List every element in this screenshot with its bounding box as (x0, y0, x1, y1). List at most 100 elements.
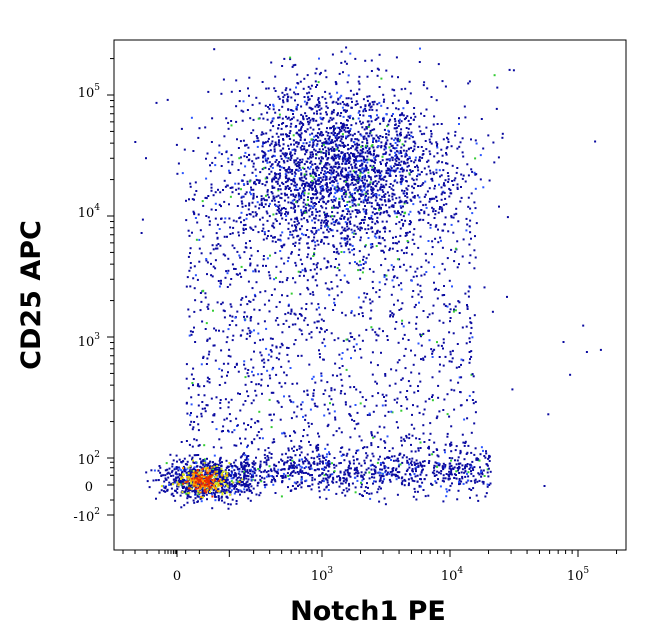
event-point (301, 122, 303, 125)
event-point (353, 469, 356, 471)
event-point (275, 373, 278, 376)
event-point (280, 157, 283, 160)
event-point (394, 235, 397, 238)
event-point (293, 206, 296, 208)
event-point (300, 113, 303, 116)
event-point (276, 470, 279, 473)
event-point (433, 469, 436, 472)
event-point (347, 281, 350, 284)
event-point (320, 160, 323, 163)
event-point (294, 163, 297, 166)
event-point (310, 205, 313, 208)
event-point (387, 123, 390, 126)
event-point (325, 111, 328, 114)
event-point (356, 411, 359, 414)
event-point (351, 181, 354, 184)
event-point (348, 484, 351, 487)
event-point (237, 192, 240, 195)
event-point (329, 228, 332, 230)
event-point (267, 137, 270, 140)
event-point (348, 221, 351, 224)
event-point (396, 493, 399, 496)
event-point (378, 137, 381, 140)
event-point (314, 163, 317, 165)
event-point (174, 490, 177, 493)
event-point (372, 195, 375, 198)
event-point (358, 159, 361, 162)
event-point (284, 188, 287, 191)
event-point (264, 166, 267, 169)
event-point (310, 230, 313, 233)
event-point (344, 60, 347, 63)
event-point (401, 480, 404, 483)
event-point (260, 202, 263, 205)
event-point (392, 315, 394, 318)
event-point (343, 471, 346, 474)
event-point (360, 200, 363, 203)
event-point (353, 188, 356, 191)
event-point (240, 442, 242, 445)
event-point (306, 389, 309, 392)
event-point (337, 98, 340, 101)
event-point (444, 216, 447, 219)
event-point (425, 259, 428, 262)
event-point (449, 473, 452, 476)
event-point (267, 456, 270, 459)
event-point (356, 212, 359, 214)
event-point (366, 95, 369, 98)
event-point (235, 220, 238, 223)
event-point (381, 136, 384, 138)
event-point (252, 165, 255, 168)
event-point (277, 189, 280, 192)
event-point (363, 216, 366, 218)
event-point (301, 145, 304, 147)
event-point (334, 140, 337, 143)
event-point (392, 459, 395, 462)
event-point (191, 382, 194, 384)
event-point (268, 398, 271, 401)
event-point (318, 57, 320, 60)
event-point (212, 248, 215, 251)
event-point (422, 153, 425, 155)
event-point (356, 479, 359, 482)
event-point (401, 483, 404, 486)
event-point (349, 173, 352, 176)
event-point (155, 101, 158, 104)
event-point (215, 232, 218, 235)
event-point (350, 97, 353, 100)
event-point (377, 140, 380, 142)
event-point (395, 421, 398, 424)
event-point (314, 279, 317, 282)
event-point (363, 178, 366, 181)
event-point (379, 188, 382, 191)
event-point (370, 492, 373, 495)
event-point (341, 352, 344, 354)
event-point (275, 212, 278, 215)
event-point (290, 157, 293, 159)
event-point (458, 472, 461, 474)
event-point (297, 254, 300, 256)
event-point (396, 361, 399, 364)
event-point (379, 172, 382, 174)
event-point (278, 109, 281, 112)
event-point (445, 153, 448, 156)
event-point (423, 408, 426, 411)
event-point (253, 140, 256, 143)
event-point (322, 477, 325, 480)
event-point (311, 231, 314, 234)
event-point (326, 162, 329, 164)
event-point (218, 367, 221, 370)
event-point (328, 92, 331, 95)
event-point (301, 158, 304, 161)
event-point (252, 229, 255, 231)
event-point (316, 191, 319, 194)
event-point (398, 152, 401, 155)
event-point (393, 210, 396, 213)
event-point (442, 467, 445, 470)
event-point (345, 162, 348, 165)
event-point (210, 262, 212, 265)
event-point (403, 160, 406, 163)
event-point (420, 334, 423, 336)
event-point (376, 74, 379, 77)
event-point (471, 460, 474, 463)
